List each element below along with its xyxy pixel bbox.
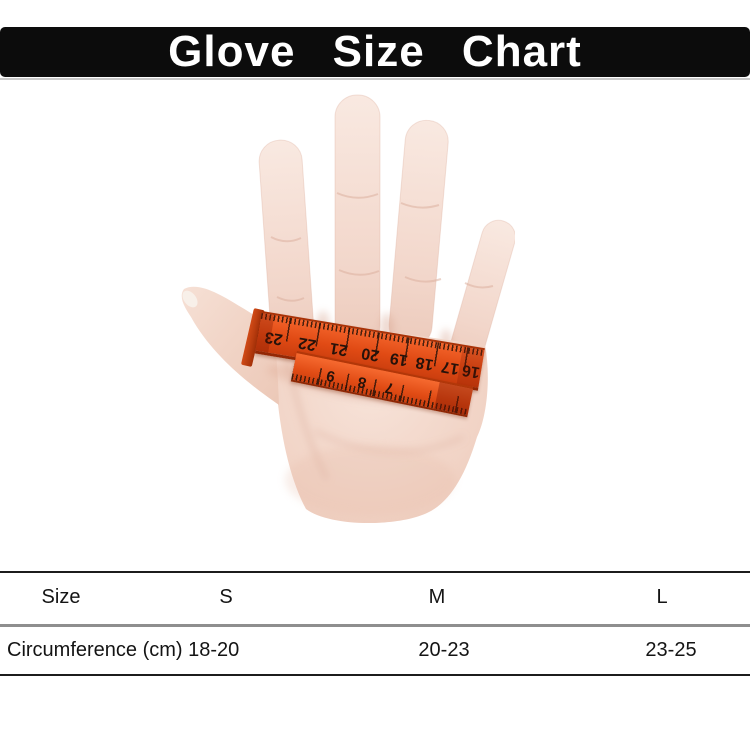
- ring-finger: [388, 119, 449, 348]
- table-header-size: Size: [41, 586, 81, 608]
- hand-illustration: [181, 94, 517, 524]
- tape-number: 21: [328, 338, 350, 359]
- table-header-l: L: [656, 586, 668, 608]
- fingers: [258, 94, 517, 369]
- circumference-value-l: 23-25: [645, 639, 697, 661]
- circumference-label: Circumference (cm): [7, 639, 183, 661]
- tape-number: 18: [414, 353, 435, 373]
- title-bar-shadow: [0, 78, 750, 80]
- table-divider-bottom: [0, 674, 750, 676]
- finger-creases: [270, 192, 494, 302]
- circumference-value-m: 20-23: [418, 639, 470, 661]
- tape-number: 22: [297, 333, 318, 354]
- table-header-m: M: [428, 586, 446, 608]
- circumference-value-s: 18-20: [188, 639, 240, 661]
- tape-number: 19: [388, 348, 410, 369]
- tape-number: 20: [360, 344, 381, 364]
- table-divider-top: [0, 571, 750, 573]
- palm-heel-shading: [285, 445, 455, 515]
- middle-finger: [334, 94, 381, 348]
- table-header-s: S: [219, 586, 233, 608]
- table-divider-middle: [0, 624, 750, 627]
- hand-photo: [165, 85, 517, 530]
- page-title: Glove Size Chart: [168, 27, 582, 76]
- thumbnail: [182, 290, 198, 308]
- table-row-circumference: Circumference (cm) 18-20: [7, 639, 239, 661]
- tape-shade-right: [434, 382, 473, 416]
- title-bar: Glove Size Chart: [0, 27, 750, 77]
